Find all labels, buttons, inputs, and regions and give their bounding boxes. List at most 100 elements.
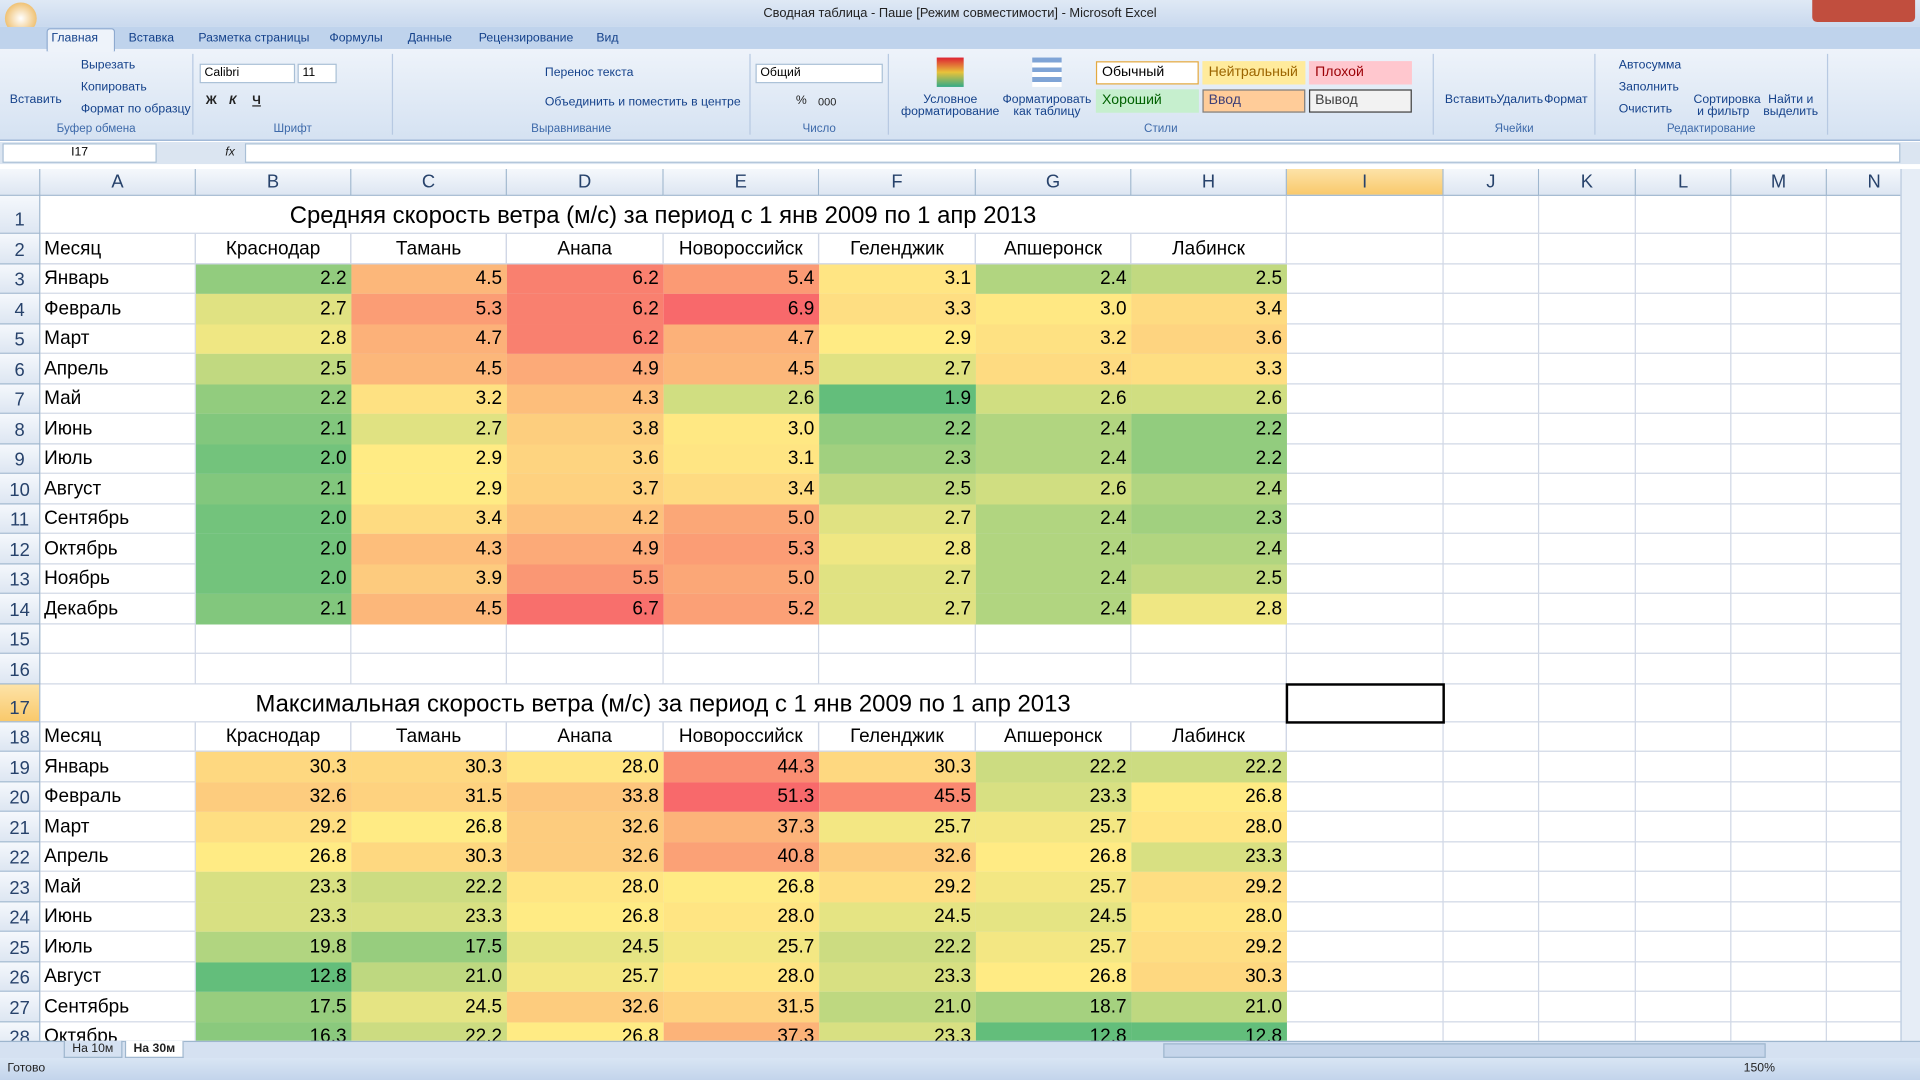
cell[interactable] <box>1827 932 1900 962</box>
value-cell[interactable]: 6.2 <box>507 264 664 294</box>
value-cell[interactable]: 21.0 <box>1131 992 1287 1022</box>
column-header[interactable]: K <box>1539 169 1636 196</box>
month-cell[interactable]: Январь <box>40 752 196 782</box>
name-box[interactable]: I17 <box>2 143 156 163</box>
value-cell[interactable]: 32.6 <box>507 992 664 1022</box>
cell[interactable] <box>1827 354 1900 384</box>
cell[interactable] <box>1539 654 1636 684</box>
value-cell[interactable]: 23.3 <box>976 782 1132 812</box>
month-cell[interactable]: Ноябрь <box>40 564 196 594</box>
value-cell[interactable]: 29.2 <box>819 872 976 902</box>
sheet-tab[interactable]: На 10м <box>64 1041 122 1058</box>
cell[interactable] <box>1636 782 1732 812</box>
cell[interactable] <box>1539 294 1636 324</box>
value-cell[interactable]: 4.3 <box>507 384 664 414</box>
cell-style[interactable]: Нейтральный <box>1202 61 1305 84</box>
row-header[interactable]: 17 <box>0 684 40 722</box>
cell[interactable] <box>1444 654 1540 684</box>
cell[interactable] <box>1827 234 1900 264</box>
value-cell[interactable]: 2.3 <box>819 444 976 474</box>
value-cell[interactable]: 23.3 <box>1131 842 1287 872</box>
column-header[interactable]: G <box>976 169 1132 196</box>
cell[interactable] <box>1731 384 1827 414</box>
row-header[interactable]: 11 <box>0 504 40 534</box>
cell[interactable] <box>1287 722 1444 752</box>
value-cell[interactable]: 37.3 <box>664 812 820 842</box>
value-cell[interactable]: 2.1 <box>196 414 352 444</box>
cell[interactable] <box>1636 842 1732 872</box>
cell[interactable] <box>1636 294 1732 324</box>
cell-style[interactable]: Обычный <box>1096 61 1199 84</box>
cell[interactable] <box>1444 722 1540 752</box>
horizontal-scrollbar[interactable] <box>1163 1043 1765 1058</box>
value-cell[interactable]: 3.1 <box>819 264 976 294</box>
value-cell[interactable]: 2.7 <box>819 564 976 594</box>
value-cell[interactable]: 22.2 <box>976 752 1132 782</box>
cell[interactable] <box>1287 594 1444 624</box>
month-cell[interactable]: Октябрь <box>40 534 196 564</box>
month-cell[interactable]: Май <box>40 384 196 414</box>
value-cell[interactable]: 30.3 <box>351 752 507 782</box>
value-cell[interactable]: 2.1 <box>196 474 352 504</box>
cell[interactable] <box>1444 234 1540 264</box>
format-cells[interactable]: Формат <box>1544 93 1588 106</box>
value-cell[interactable]: 2.2 <box>196 264 352 294</box>
ribbon-tab[interactable]: Вставка <box>129 32 175 45</box>
value-cell[interactable]: 2.3 <box>1131 504 1287 534</box>
value-cell[interactable]: 3.4 <box>976 354 1132 384</box>
cell[interactable] <box>1636 354 1732 384</box>
value-cell[interactable]: 2.0 <box>196 444 352 474</box>
row-header[interactable]: 2 <box>0 234 40 264</box>
cell[interactable] <box>1539 992 1636 1022</box>
value-cell[interactable]: 28.0 <box>664 962 820 992</box>
value-cell[interactable]: 12.8 <box>976 1022 1132 1041</box>
cell[interactable] <box>1636 444 1732 474</box>
column-header[interactable]: D <box>507 169 664 196</box>
value-cell[interactable]: 2.6 <box>1131 384 1287 414</box>
cell[interactable] <box>1636 812 1732 842</box>
month-cell[interactable]: Сентябрь <box>40 504 196 534</box>
value-cell[interactable]: 31.5 <box>351 782 507 812</box>
ribbon-tab[interactable]: Вид <box>596 32 618 45</box>
value-cell[interactable]: 3.2 <box>976 324 1132 354</box>
row-header[interactable]: 8 <box>0 414 40 444</box>
value-cell[interactable]: 32.6 <box>507 812 664 842</box>
cell[interactable] <box>1636 962 1732 992</box>
month-cell[interactable]: Июнь <box>40 414 196 444</box>
fx-button[interactable]: fx <box>225 146 235 159</box>
cell[interactable] <box>1539 594 1636 624</box>
value-cell[interactable]: 2.4 <box>976 414 1132 444</box>
value-cell[interactable]: 2.2 <box>819 414 976 444</box>
thousands-button[interactable]: 000 <box>818 96 836 108</box>
cell[interactable] <box>1731 196 1827 234</box>
value-cell[interactable]: 30.3 <box>1131 962 1287 992</box>
month-cell[interactable]: Июль <box>40 444 196 474</box>
value-cell[interactable]: 26.8 <box>196 842 352 872</box>
value-cell[interactable]: 12.8 <box>1131 1022 1287 1041</box>
value-cell[interactable]: 4.5 <box>351 264 507 294</box>
row-header[interactable]: 7 <box>0 384 40 414</box>
cell[interactable] <box>1827 752 1900 782</box>
insert-cells[interactable]: Вставить <box>1445 93 1497 106</box>
cell[interactable] <box>1731 932 1827 962</box>
value-cell[interactable]: 3.6 <box>507 444 664 474</box>
row-header[interactable]: 25 <box>0 932 40 962</box>
italic-button[interactable]: К <box>229 94 237 107</box>
value-cell[interactable]: 24.5 <box>819 902 976 932</box>
cell[interactable] <box>1636 1022 1732 1041</box>
cell[interactable] <box>1287 872 1444 902</box>
cell[interactable] <box>1539 1022 1636 1041</box>
cell[interactable] <box>1444 594 1540 624</box>
cell[interactable] <box>1287 842 1444 872</box>
value-cell[interactable]: 2.2 <box>1131 444 1287 474</box>
column-header[interactable]: E <box>664 169 820 196</box>
cell[interactable] <box>1731 234 1827 264</box>
value-cell[interactable]: 5.4 <box>664 264 820 294</box>
value-cell[interactable]: 3.2 <box>351 384 507 414</box>
value-cell[interactable]: 29.2 <box>196 812 352 842</box>
cell[interactable] <box>1731 992 1827 1022</box>
value-cell[interactable]: 2.6 <box>664 384 820 414</box>
value-cell[interactable]: 1.9 <box>819 384 976 414</box>
cell[interactable] <box>1287 294 1444 324</box>
row-header[interactable]: 9 <box>0 444 40 474</box>
